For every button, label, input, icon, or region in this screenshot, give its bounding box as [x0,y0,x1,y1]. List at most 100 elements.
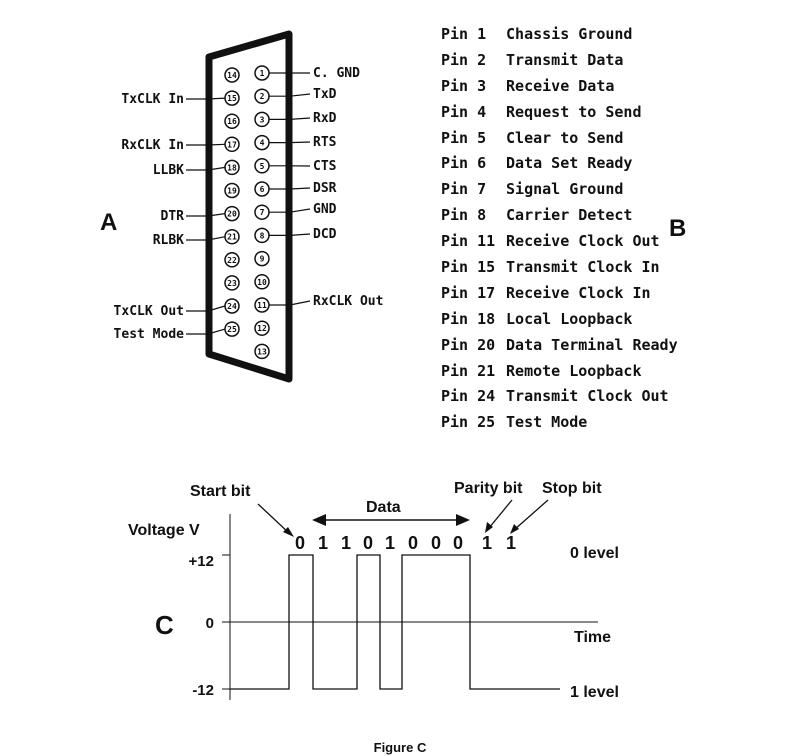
stop-bit-label: Stop bit [542,480,602,497]
pin-circle [224,67,240,83]
pin-list-item: Pin 6 Data Set Ready [441,151,678,177]
pin-function: Signal Ground [506,180,624,199]
pin-list-item: Pin 3 Receive Data [441,74,678,100]
pin-number: 16 [227,117,237,126]
pin-number: 5 [260,162,265,171]
signal-label: TxD [313,87,337,102]
pin-function: Receive Clock Out [506,232,660,251]
pin-number: 23 [227,279,237,288]
data-arrow-right-head [456,514,470,526]
pin-number: Pin 25 [441,413,496,432]
pin-list-item: Pin 11 Receive Clock Out [441,229,678,255]
pin-function: Carrier Detect [506,206,633,225]
pin-function: Receive Clock In [506,283,651,302]
bit-value: 0 [295,533,305,553]
pin-number: Pin 15 [441,258,496,277]
pin-number: 8 [260,231,265,240]
pin-list-item: Pin 2 Transmit Data [441,48,678,74]
start-bit-arrowhead [283,527,294,537]
pin-number: 13 [257,347,267,356]
pin-number: Pin 18 [441,309,496,328]
pin-circle [224,275,240,291]
pin-function: Receive Data [506,76,615,95]
time-axis-label: Time [574,629,611,646]
bit-value: 0 [453,533,463,553]
zero-level-label: 0 level [570,545,619,562]
pin-list-item: Pin 24 Transmit Clock Out [441,384,678,410]
start-bit-label: Start bit [190,483,251,500]
pin-number: Pin 3 [441,76,487,95]
pin-function: Transmit Clock In [506,258,660,277]
signal-lead [186,97,226,100]
pin-list-item: Pin 17 Receive Clock In [441,281,678,307]
tick-zero: 0 [206,615,214,632]
label-a: A [100,209,117,236]
pin-column-left: 14 15 16 17 18 19 20 21 22 23 24 25 [224,67,240,337]
pin-function: Data Set Ready [506,154,633,173]
start-bit-pointer [257,503,291,535]
pin-list-item: Pin 18 Local Loopback [441,307,678,333]
bit-value: 0 [363,533,373,553]
signal-label: RxD [313,111,337,126]
label-c: C [155,610,174,640]
pin-number: 21 [227,233,237,242]
pin-function: Transmit Clock Out [506,387,669,406]
signal-label: TxCLK Out [114,304,184,319]
signal-lead [186,328,226,335]
pin-number: 4 [260,139,265,148]
stop-bit-arrowhead [510,524,519,534]
pin-number: Pin 24 [441,387,496,406]
pin-function: Chassis Ground [506,25,633,43]
signal-lead [269,208,311,213]
pin-list-item: Pin 8 Carrier Detect [441,203,678,229]
signal-lead [269,141,311,144]
pin-number: Pin 5 [441,128,487,147]
signal-label: RxCLK In [121,138,184,153]
bit-value: 1 [385,533,395,553]
pin-function: Data Terminal Ready [506,335,678,354]
pin-number: Pin 1 [441,25,487,43]
label-b: B [669,215,686,242]
figure-caption: Figure C [373,740,427,755]
signal-label: RTS [313,135,337,150]
signal-label: DTR [161,209,185,224]
pin-number: 25 [227,325,237,334]
signal-lead [269,117,311,121]
pin-circle [254,250,270,267]
pin-number: Pin 6 [441,154,487,173]
bit-value: 1 [506,533,516,553]
left-signal-labels: TxCLK In RxCLK In LLBK DTR RLBK TxCLK Out Test… [114,92,226,342]
signal-lead [186,236,226,241]
tick-minus12: -12 [192,682,214,699]
signal-label: CTS [313,159,337,174]
pin-number: Pin 20 [441,335,496,354]
signal-lead [269,93,311,97]
pin-circle [254,320,270,336]
pin-number: 24 [227,302,237,311]
pin-circle [224,252,240,268]
pin-number: 2 [260,92,265,101]
pin-number: Pin 21 [441,361,496,380]
pin-number: Pin 4 [441,102,487,121]
pin-number: 7 [260,208,265,217]
signal-lead [269,300,311,306]
signal-label: RxCLK Out [313,294,383,309]
signal-label: DSR [313,181,337,196]
pin-number: 10 [257,278,267,287]
pin-number: Pin 17 [441,283,496,302]
one-level-label: 1 level [570,684,619,701]
signal-label: Test Mode [114,327,185,342]
pin-list-item: Pin 20 Data Terminal Ready [441,333,678,359]
pin-list-item: Pin 25 Test Mode [441,410,678,436]
pin-number: 1 [260,69,265,78]
parity-bit-pointer [488,499,513,529]
pin-list-item: Pin 15 Transmit Clock In [441,255,678,281]
signal-label: LLBK [153,163,184,178]
pin-number: 18 [227,163,237,172]
pin-list-item: Pin 1 Chassis Ground [441,22,678,48]
pin-number: 22 [227,256,237,265]
parity-bit-label: Parity bit [454,480,523,497]
